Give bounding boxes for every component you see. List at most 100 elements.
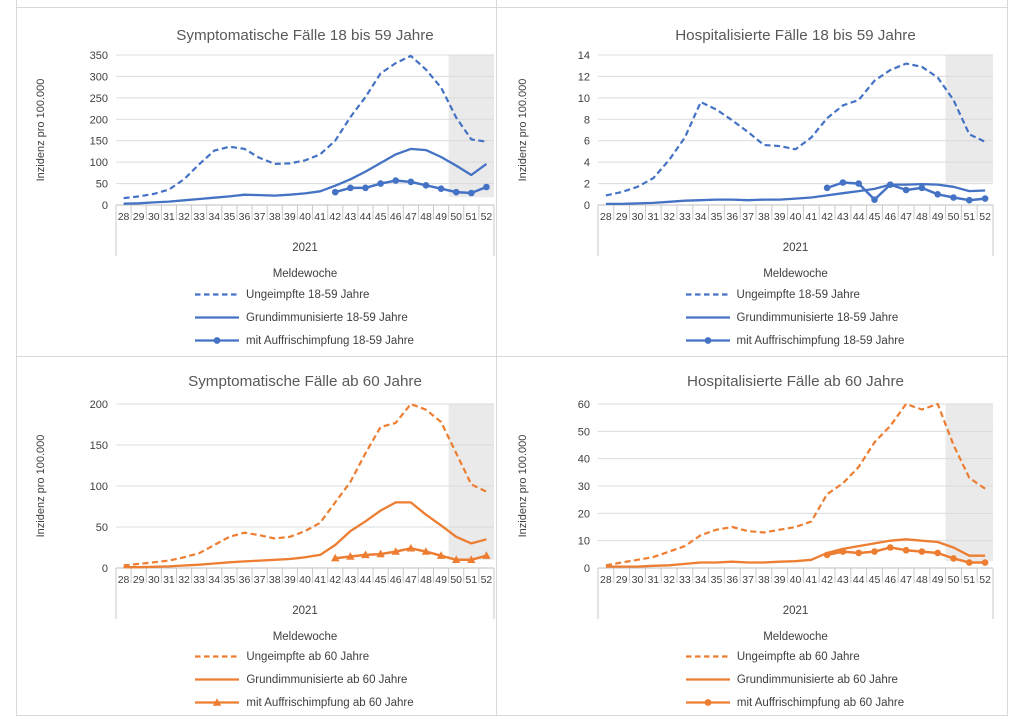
week-label: 45 [869, 211, 881, 223]
x-axis-ticks [597, 568, 994, 619]
week-label: 35 [711, 211, 723, 223]
legend-item-label: mit Auffrischimpfung 18-59 Jahre [246, 334, 414, 347]
legend-dashed-line-sample [195, 293, 240, 296]
legend-item: mit Auffrischimpfung ab 60 Jahre [194, 696, 414, 709]
chart-legend: Ungeimpfte 18-59 Jahre Grundimmunisierte … [597, 288, 992, 357]
week-label: 40 [790, 211, 802, 223]
week-label: 36 [726, 574, 738, 586]
legend-marker-line-sample [195, 698, 240, 706]
week-label: 49 [435, 574, 447, 586]
chart-panel-3: Symptomatische Fälle ab 60 Jahre 28 29 30 31… [16, 356, 497, 716]
legend-solid-line-sample [195, 316, 240, 319]
week-label: 48 [420, 211, 432, 223]
x-axis-title: Meldewoche [273, 631, 338, 643]
legend-item-label: mit Auffrischimpfung ab 60 Jahre [246, 696, 414, 709]
week-label: 36 [239, 211, 251, 223]
y-tick-label: 60 [578, 399, 590, 411]
week-label: 44 [360, 574, 372, 586]
legend-item-label: mit Auffrischimpfung ab 60 Jahre [736, 696, 905, 709]
week-label: 37 [254, 574, 266, 586]
week-label: 42 [821, 574, 833, 586]
week-label: 36 [239, 574, 251, 586]
week-label: 30 [632, 211, 644, 223]
legend-dashed-line-sample [685, 655, 730, 658]
y-axis-tick-labels: 0 50 100 150 200 [90, 399, 108, 575]
legend-solid-line-sample [195, 678, 240, 681]
week-label: 31 [163, 574, 175, 586]
legend-item: Grundimmunisierte 18-59 Jahre [685, 311, 905, 324]
legend-dashed-line-sample [685, 293, 730, 296]
week-label: 30 [148, 211, 160, 223]
week-label: 35 [224, 574, 236, 586]
week-label: 37 [742, 211, 754, 223]
week-label: 51 [465, 211, 477, 223]
legend-item: Ungeimpfte 18-59 Jahre [685, 288, 905, 301]
week-label: 38 [269, 574, 281, 586]
x-axis-ticks [115, 205, 495, 256]
week-label: 50 [948, 211, 960, 223]
y-tick-label: 100 [90, 157, 108, 169]
y-axis-title: Inzidenz pro 100.000 [517, 79, 529, 182]
y-tick-label: 30 [578, 481, 590, 493]
y-tick-label: 50 [96, 179, 108, 191]
chart-svg: Symptomatische Fälle ab 60 Jahre 28 29 30 31… [35, 373, 495, 643]
week-label: 49 [932, 574, 944, 586]
y-tick-label: 40 [578, 454, 590, 466]
legend-item: Grundimmunisierte 18-59 Jahre [194, 311, 414, 324]
legend-item: mit Auffrischimpfung 18-59 Jahre [194, 334, 414, 347]
week-label: 32 [663, 574, 675, 586]
week-label: 38 [269, 211, 281, 223]
chart-panel-1: Symptomatische Fälle 18 bis 59 Jahre 28 29… [16, 7, 497, 357]
week-label: 45 [869, 574, 881, 586]
week-label: 46 [390, 574, 402, 586]
week-label: 35 [711, 574, 723, 586]
week-label: 50 [948, 574, 960, 586]
legend-item: mit Auffrischimpfung ab 60 Jahre [685, 696, 904, 709]
week-label: 50 [450, 211, 462, 223]
y-tick-label: 0 [584, 200, 590, 212]
week-label: 33 [193, 211, 205, 223]
week-label: 47 [405, 211, 417, 223]
week-label: 52 [481, 211, 493, 223]
legend-item: Grundimmunisierte ab 60 Jahre [685, 673, 904, 686]
chart-legend: Ungeimpfte 18-59 Jahre Grundimmunisierte … [115, 288, 493, 357]
y-tick-label: 2 [584, 179, 590, 191]
week-label: 52 [481, 574, 493, 586]
week-label: 47 [900, 574, 912, 586]
week-label: 34 [208, 574, 220, 586]
legend-item: Ungeimpfte ab 60 Jahre [685, 650, 904, 663]
series-line-2 [605, 538, 986, 568]
legend-dashed-line-sample [195, 655, 240, 658]
week-label: 52 [979, 574, 991, 586]
week-label: 41 [314, 211, 326, 223]
week-label: 39 [284, 211, 296, 223]
y-tick-label: 250 [90, 93, 108, 105]
y-tick-label: 10 [578, 93, 590, 105]
legend-item-label: Ungeimpfte ab 60 Jahre [246, 650, 370, 663]
week-label: 47 [900, 211, 912, 223]
week-label: 31 [647, 211, 659, 223]
chart-title: Symptomatische Fälle 18 bis 59 Jahre [176, 27, 433, 44]
chart-title: Hospitalisierte Fälle ab 60 Jahre [687, 373, 904, 390]
y-tick-label: 350 [90, 50, 108, 62]
y-tick-label: 10 [578, 536, 590, 548]
x-axis-week-labels: 28 29 30 31 32 33 34 35 36 37 38 39 40 41 42 43 44 45 46 47… [118, 211, 493, 223]
x-axis-ticks [597, 205, 994, 256]
y-tick-label: 150 [90, 136, 108, 148]
week-label: 35 [224, 211, 236, 223]
x-axis-title: Meldewoche [763, 631, 828, 643]
week-label: 51 [963, 211, 975, 223]
week-label: 41 [805, 211, 817, 223]
week-label: 50 [450, 574, 462, 586]
week-label: 34 [695, 574, 707, 586]
week-label: 33 [679, 574, 691, 586]
week-label: 39 [774, 574, 786, 586]
y-tick-label: 12 [578, 71, 590, 83]
x-axis-week-labels: 28 29 30 31 32 33 34 35 36 37 38 39 40 41 42 43 44 45 46 47… [118, 574, 493, 586]
week-label: 44 [853, 574, 865, 586]
legend-item-label: Ungeimpfte 18-59 Jahre [736, 288, 860, 301]
legend-marker-line-sample [195, 337, 240, 344]
y-tick-label: 0 [584, 563, 590, 575]
week-label: 43 [345, 211, 357, 223]
week-label: 51 [465, 574, 477, 586]
